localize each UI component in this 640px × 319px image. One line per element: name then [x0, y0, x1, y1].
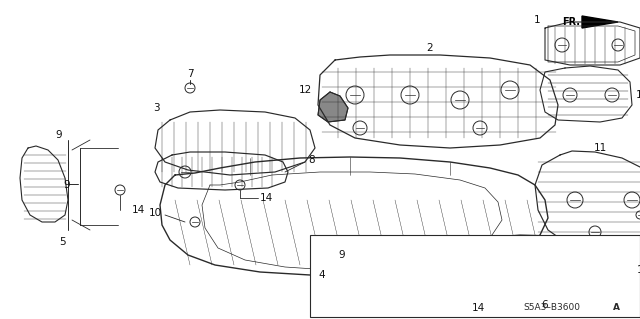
Text: FR.: FR.	[562, 17, 580, 27]
Text: 3: 3	[154, 103, 160, 113]
Text: 13: 13	[636, 90, 640, 100]
Text: 11: 11	[593, 143, 607, 153]
Polygon shape	[582, 16, 618, 28]
Text: 6: 6	[541, 300, 548, 310]
Text: 4: 4	[318, 270, 324, 280]
Text: S5A3–B3600: S5A3–B3600	[523, 303, 580, 313]
Text: 9: 9	[56, 130, 62, 140]
Text: 2: 2	[427, 43, 433, 53]
Text: 12: 12	[299, 85, 312, 95]
Text: 14: 14	[132, 205, 145, 215]
Text: 1: 1	[533, 15, 540, 25]
Text: 9: 9	[63, 180, 70, 190]
Text: 10: 10	[149, 208, 162, 218]
Text: 9: 9	[339, 250, 345, 260]
Polygon shape	[318, 92, 348, 122]
Text: A: A	[613, 303, 620, 313]
Text: 8: 8	[308, 155, 315, 165]
Text: 7: 7	[187, 69, 193, 79]
Bar	[310, 235, 640, 317]
Text: 14: 14	[472, 303, 485, 313]
Text: 5: 5	[59, 237, 65, 247]
Text: 14: 14	[637, 265, 640, 275]
Text: 14: 14	[260, 193, 273, 203]
